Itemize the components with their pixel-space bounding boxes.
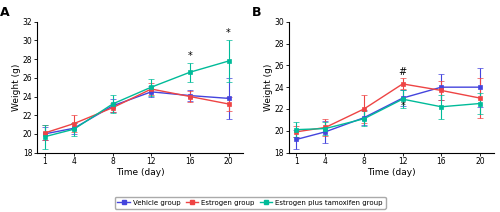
Text: #: # bbox=[398, 67, 406, 77]
X-axis label: Time (day): Time (day) bbox=[367, 168, 416, 177]
Text: B: B bbox=[252, 6, 261, 19]
Text: *: * bbox=[226, 28, 231, 38]
Text: *: * bbox=[188, 51, 192, 61]
Legend: Vehicle group, Estrogen group, Estrogen plus tamoxifen group: Vehicle group, Estrogen group, Estrogen … bbox=[114, 197, 386, 209]
Y-axis label: Weight (g): Weight (g) bbox=[12, 63, 22, 111]
Text: A: A bbox=[0, 6, 10, 19]
X-axis label: Time (day): Time (day) bbox=[116, 168, 164, 177]
Text: *: * bbox=[400, 100, 405, 111]
Y-axis label: Weight (g): Weight (g) bbox=[264, 63, 272, 111]
